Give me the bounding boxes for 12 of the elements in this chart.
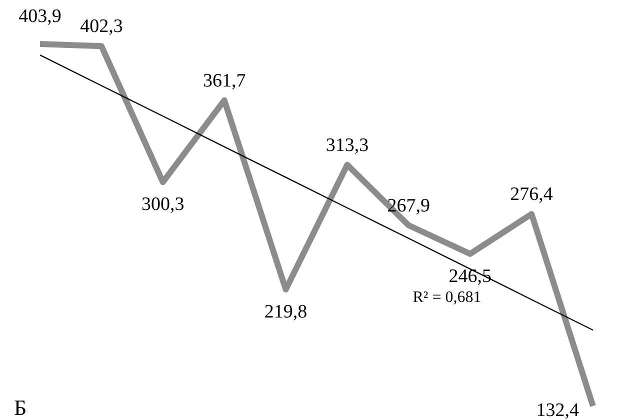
data-label: 313,3 [326, 134, 369, 156]
data-label: 300,3 [142, 194, 184, 216]
data-label: 267,9 [387, 195, 430, 216]
data-label: 403,9 [18, 6, 62, 27]
data-label: 402,3 [80, 16, 123, 38]
data-label: 246,5 [448, 266, 492, 287]
data-label: 276,4 [510, 184, 554, 205]
data-label: 361,7 [202, 70, 246, 92]
data-label: 132,4 [536, 400, 580, 419]
annotation: R² = 0,681 [412, 289, 482, 306]
data-label: 219,8 [264, 301, 308, 322]
annotation: Б [14, 395, 27, 419]
